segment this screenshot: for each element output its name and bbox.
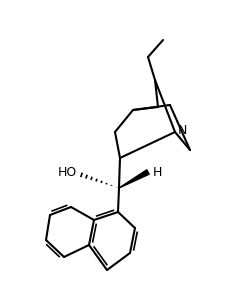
Text: N: N [178,123,187,136]
Text: HO: HO [58,166,77,180]
Polygon shape [119,170,149,188]
Text: H: H [153,166,162,180]
